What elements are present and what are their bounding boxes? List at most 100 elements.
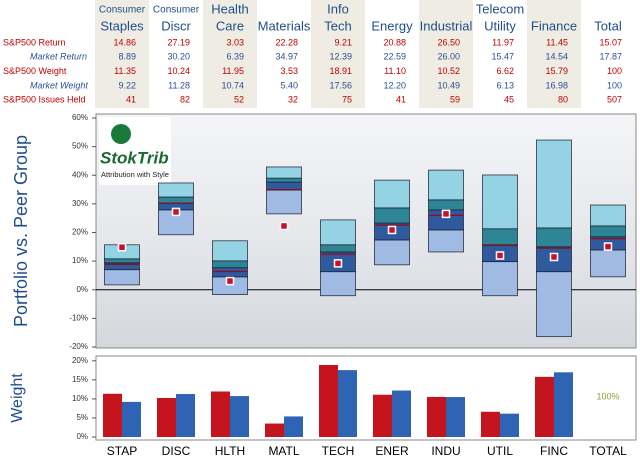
table-cell: 10.24 [167, 66, 190, 76]
column-shade [311, 0, 365, 108]
weight-bar [500, 413, 519, 437]
x-tick-label: STAP [107, 444, 137, 458]
table-cell: 30.20 [167, 52, 190, 62]
box-low [320, 271, 356, 297]
box-low [536, 271, 572, 338]
table-cell: 82 [180, 95, 190, 105]
box-median [590, 225, 626, 238]
weight-bar [265, 423, 284, 437]
box-q1 [266, 181, 302, 191]
weight-bar [338, 370, 357, 437]
weight-bar [535, 376, 554, 437]
weight-bar [230, 396, 249, 437]
column-header: Staples [100, 18, 144, 33]
box-low [104, 269, 140, 286]
box-median [428, 199, 464, 211]
y-tick-label: -20% [69, 342, 88, 351]
x-tick-label: TOTAL [589, 444, 627, 458]
table-cell: 80 [558, 95, 568, 105]
table-cell: 10.52 [437, 66, 460, 76]
weight-bar [319, 364, 338, 437]
row-label: Market Return [30, 52, 87, 62]
column-header: Industrial [420, 18, 473, 33]
weight-bar [284, 416, 303, 437]
box-q3 [266, 166, 302, 179]
portfolio-marker [441, 209, 451, 219]
weight-bar [211, 391, 230, 437]
table-cell: 14.86 [113, 37, 136, 47]
weight-bar [427, 396, 446, 437]
table-cell: 26.00 [437, 52, 460, 62]
column-header: Info [327, 1, 349, 16]
table-cell: 18.91 [329, 66, 352, 76]
table-cell: 9.22 [118, 80, 136, 90]
logo-icon [111, 124, 131, 144]
column-header: Total [594, 18, 622, 33]
x-tick-label: HLTH [215, 444, 245, 458]
box-median [482, 228, 518, 246]
row-label: S&P500 Return [3, 37, 66, 47]
table-cell: 22.59 [383, 52, 406, 62]
column-header: Utility [484, 18, 516, 33]
table-cell: 17.56 [329, 80, 352, 90]
table-cell: 11.45 [546, 37, 568, 47]
weight-bar [103, 393, 122, 437]
box-q3 [374, 179, 410, 209]
row-label: Market Weight [30, 80, 88, 90]
y-tick-label: 10% [72, 394, 88, 403]
weight-bar [446, 397, 465, 437]
column-header: Tech [324, 18, 351, 33]
table-cell: 41 [126, 95, 136, 105]
portfolio-marker [549, 252, 559, 262]
portfolio-marker [171, 207, 181, 217]
table-cell: 14.54 [545, 52, 568, 62]
table-cell: 41 [396, 95, 406, 105]
column-header: Care [216, 18, 244, 33]
table-cell: 59 [450, 95, 460, 105]
box-q3 [320, 219, 356, 246]
table-cell: 6.39 [226, 52, 244, 62]
box-low [590, 249, 626, 278]
box-q3 [158, 182, 194, 198]
box-median [104, 258, 140, 264]
table-cell: 3.53 [280, 66, 298, 76]
table-cell: 6.13 [496, 80, 514, 90]
box-low [428, 229, 464, 253]
box-median [266, 177, 302, 183]
box-q3 [536, 139, 572, 229]
column-header: Health [211, 1, 249, 16]
logo-bg [99, 117, 171, 185]
table-cell: 507 [607, 95, 622, 105]
x-tick-label: UTIL [487, 444, 513, 458]
weight-bar [122, 401, 141, 437]
weight-bar [392, 390, 411, 437]
y-tick-label: 60% [72, 113, 88, 122]
table-cell: 20.88 [383, 37, 406, 47]
table-cell: 8.89 [118, 52, 136, 62]
table-cell: 3.03 [226, 37, 244, 47]
row-label: S&P500 Issues Held [3, 95, 86, 105]
weight-bar [157, 397, 176, 437]
table-cell: 34.97 [275, 52, 298, 62]
table-cell: 10.74 [221, 80, 244, 90]
portfolio-marker [225, 276, 235, 286]
table-cell: 22.28 [275, 37, 298, 47]
table-cell: 11.10 [384, 66, 406, 76]
table-cell: 12.20 [383, 80, 406, 90]
weight-y-label: Weight [9, 373, 26, 423]
column-header: Consumer [153, 5, 200, 16]
y-tick-label: 30% [72, 199, 88, 208]
box-low [374, 239, 410, 266]
table-cell: 6.62 [496, 66, 514, 76]
box-median [536, 227, 572, 248]
table-cell: 45 [504, 95, 514, 105]
logo-name: StokTrib [100, 148, 169, 167]
y-tick-label: -10% [69, 313, 88, 322]
box-y-label: Portfolio vs. Peer Group [11, 135, 31, 327]
table-cell: 11.97 [492, 37, 514, 47]
table-cell: 100 [607, 66, 622, 76]
annotation: 100% [596, 391, 619, 401]
y-tick-label: 20% [72, 356, 88, 365]
table-cell: 5.40 [280, 80, 298, 90]
x-tick-label: INDU [431, 444, 460, 458]
